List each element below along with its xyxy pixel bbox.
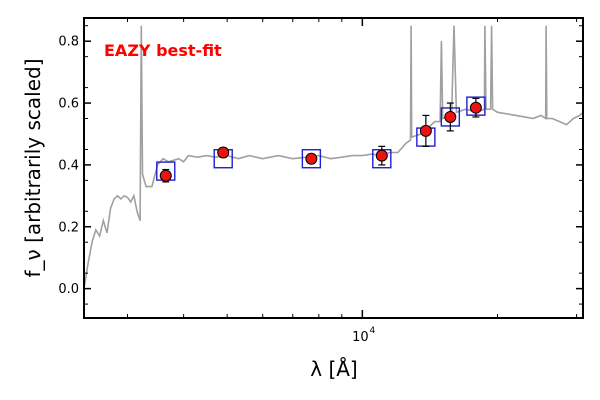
y-tick-label: 0.0	[58, 282, 79, 297]
annotation-label: EAZY best-fit	[104, 41, 222, 60]
axis-ticks	[84, 18, 583, 318]
y-tick-label: 0.8	[58, 35, 79, 50]
y-tick-label: 0.2	[58, 220, 79, 235]
model-flux-box	[301, 149, 322, 169]
x-tick-label-exponent: 4	[369, 326, 375, 336]
x-tick-labels: 10 4	[352, 326, 375, 345]
observed-flux-point	[419, 124, 432, 137]
sed-curve-layer	[84, 25, 583, 289]
observed-flux-point	[375, 149, 388, 162]
y-tick-label: 0.4	[58, 158, 79, 173]
observed-flux-point	[159, 169, 172, 182]
observed-flux-point	[305, 152, 318, 165]
model-box-layer	[156, 96, 486, 181]
x-tick-label-base: 10	[352, 330, 369, 345]
error-bar-layer	[162, 97, 480, 183]
y-axis-label: f_ν [arbitrarily scaled]	[21, 59, 45, 278]
sed-curve	[84, 25, 583, 289]
plot-frame	[83, 17, 584, 319]
x-axis-label: λ [Å]	[310, 357, 357, 381]
y-tick-labels: 0.0 0.2 0.4 0.6 0.8	[58, 35, 79, 297]
y-tick-label: 0.6	[58, 97, 79, 112]
observed-flux-point	[469, 101, 482, 114]
observed-flux-point	[217, 146, 230, 159]
observed-point-layer	[159, 101, 482, 182]
observed-flux-point	[444, 110, 457, 123]
